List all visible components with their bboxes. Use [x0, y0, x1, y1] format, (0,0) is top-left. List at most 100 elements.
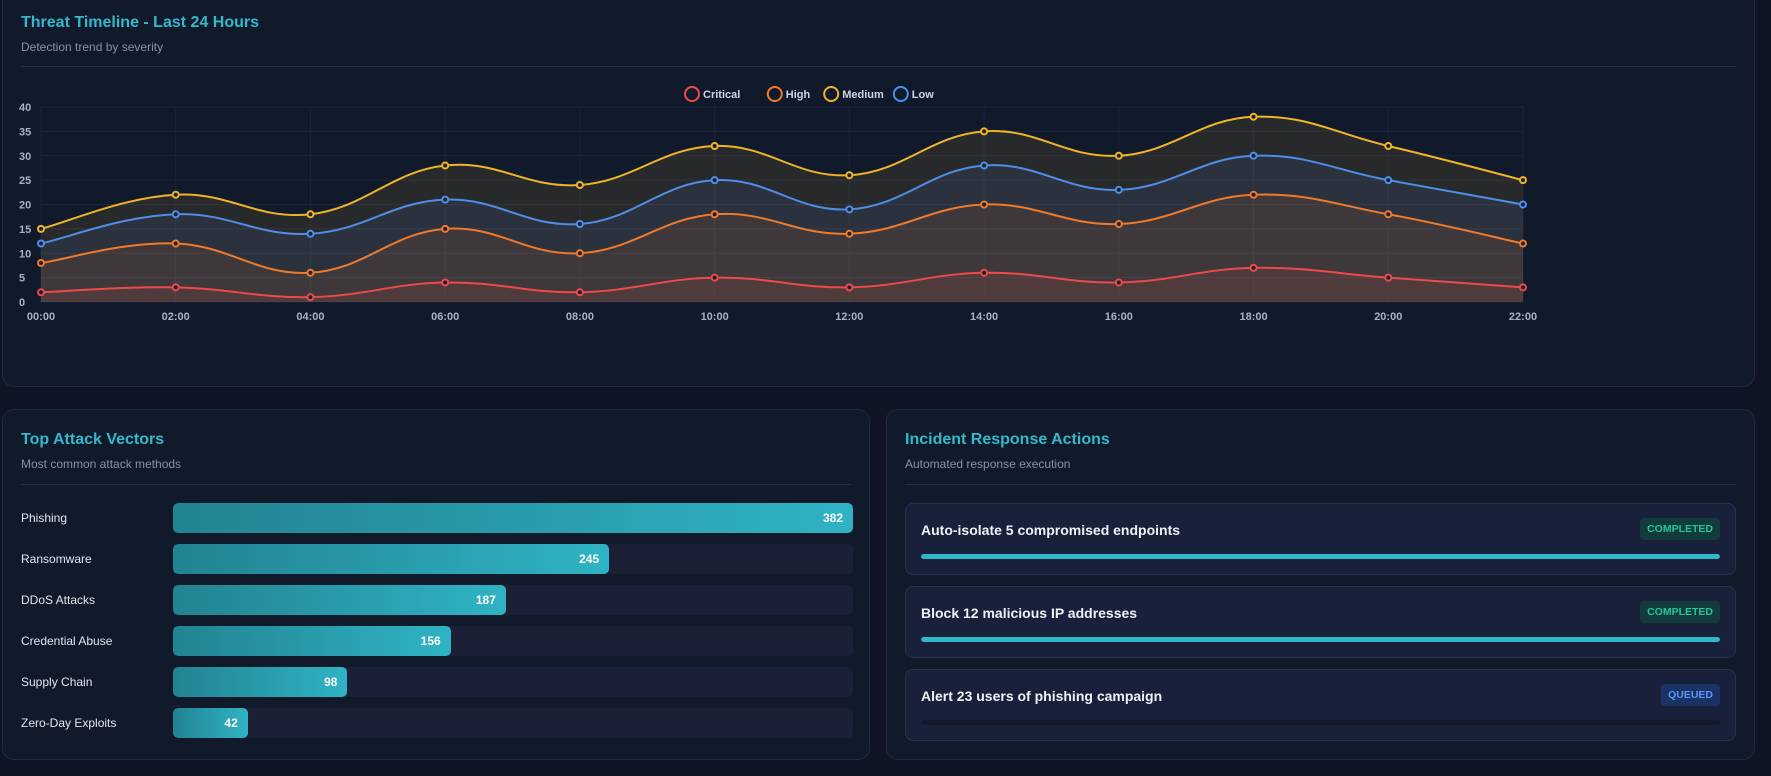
data-point-low	[1251, 153, 1257, 159]
legend-marker-low	[894, 87, 908, 101]
legend-marker-high	[768, 87, 782, 101]
vector-bar: 156	[173, 626, 451, 656]
y-tick-label: 10	[19, 248, 31, 260]
action-progress-track	[921, 637, 1720, 642]
action-progress-track	[921, 554, 1720, 559]
vector-row-zero-day[interactable]: Zero-Day Exploits 42	[21, 708, 853, 738]
data-point-high	[712, 211, 718, 217]
data-point-medium	[1385, 143, 1391, 149]
data-point-medium	[1116, 153, 1122, 159]
y-tick-label: 35	[19, 126, 31, 138]
data-point-high	[38, 260, 44, 266]
action-progress-track	[921, 720, 1720, 725]
x-tick-label: 00:00	[27, 311, 55, 323]
data-point-low	[38, 241, 44, 247]
y-tick-label: 5	[19, 273, 25, 285]
action-title: Auto-isolate 5 compromised endpoints	[921, 522, 1180, 538]
legend-marker-medium	[824, 87, 838, 101]
vector-row-credential-abuse[interactable]: Credential Abuse 156	[21, 626, 853, 656]
data-point-medium	[1520, 177, 1526, 183]
vector-row-ransomware[interactable]: Ransomware 245	[21, 544, 853, 574]
data-point-critical	[846, 284, 852, 290]
attack-vectors-panel: Top Attack Vectors Most common attack me…	[2, 409, 870, 760]
data-point-low	[846, 206, 852, 212]
status-badge: QUEUED	[1661, 684, 1720, 706]
panel-subtitle: Automated response execution	[905, 457, 1070, 471]
vector-label: Credential Abuse	[21, 634, 112, 648]
data-point-critical	[442, 280, 448, 286]
action-progress-bar	[921, 554, 1720, 559]
vector-bar-track: 187	[173, 585, 853, 615]
legend-marker-critical	[685, 87, 699, 101]
data-point-critical	[577, 289, 583, 295]
data-point-medium	[712, 143, 718, 149]
vector-label: Zero-Day Exploits	[21, 716, 116, 730]
data-point-critical	[173, 284, 179, 290]
action-card[interactable]: Block 12 malicious IP addresses COMPLETE…	[905, 586, 1736, 658]
y-tick-label: 30	[19, 151, 31, 163]
legend-label-medium: Medium	[842, 89, 884, 101]
vector-row-ddos[interactable]: DDoS Attacks 187	[21, 585, 853, 615]
divider	[905, 484, 1736, 485]
vector-bar-track: 382	[173, 503, 853, 533]
panel-title: Incident Response Actions	[905, 431, 1110, 449]
data-point-critical	[38, 289, 44, 295]
data-point-medium	[577, 182, 583, 188]
vector-value: 156	[421, 634, 441, 648]
data-point-critical	[1251, 265, 1257, 271]
legend-label-high: High	[786, 89, 811, 101]
data-point-high	[1385, 211, 1391, 217]
vector-label: Phishing	[21, 511, 67, 525]
vector-label: DDoS Attacks	[21, 593, 95, 607]
action-progress-bar	[921, 637, 1720, 642]
data-point-low	[173, 211, 179, 217]
x-tick-label: 06:00	[431, 311, 459, 323]
vector-bar-track: 42	[173, 708, 853, 738]
y-tick-label: 25	[19, 175, 31, 187]
y-tick-label: 40	[19, 102, 31, 114]
vector-bar-track: 156	[173, 626, 853, 656]
x-tick-label: 10:00	[701, 311, 729, 323]
x-tick-label: 14:00	[970, 311, 998, 323]
panel-subtitle: Most common attack methods	[21, 457, 181, 471]
x-tick-label: 18:00	[1239, 311, 1267, 323]
data-point-medium	[173, 192, 179, 198]
data-point-high	[307, 270, 313, 276]
x-tick-label: 12:00	[835, 311, 863, 323]
data-point-low	[307, 231, 313, 237]
vector-bar: 382	[173, 503, 853, 533]
data-point-critical	[981, 270, 987, 276]
vector-value: 382	[823, 511, 843, 525]
vector-value: 245	[579, 552, 599, 566]
vector-row-supply-chain[interactable]: Supply Chain 98	[21, 667, 853, 697]
data-point-low	[1520, 202, 1526, 208]
data-point-critical	[712, 275, 718, 281]
vector-value: 42	[224, 716, 237, 730]
data-point-low	[712, 177, 718, 183]
x-tick-label: 16:00	[1105, 311, 1133, 323]
vector-bar: 98	[173, 667, 347, 697]
action-title: Alert 23 users of phishing campaign	[921, 688, 1162, 704]
data-point-high	[1520, 241, 1526, 247]
action-card[interactable]: Alert 23 users of phishing campaign QUEU…	[905, 669, 1736, 741]
action-card[interactable]: Auto-isolate 5 compromised endpoints COM…	[905, 503, 1736, 575]
x-tick-label: 04:00	[296, 311, 324, 323]
data-point-medium	[38, 226, 44, 232]
data-point-medium	[981, 128, 987, 134]
data-point-high	[442, 226, 448, 232]
vector-bar: 245	[173, 544, 609, 574]
action-title: Block 12 malicious IP addresses	[921, 605, 1137, 621]
vector-row-phishing[interactable]: Phishing 382	[21, 503, 853, 533]
vector-value: 98	[324, 675, 337, 689]
threat-timeline-panel: Threat Timeline - Last 24 Hours Detectio…	[2, 0, 1755, 387]
panel-title: Top Attack Vectors	[21, 431, 164, 449]
data-point-high	[981, 202, 987, 208]
x-tick-label: 02:00	[162, 311, 190, 323]
vector-label: Ransomware	[21, 552, 92, 566]
x-tick-label: 22:00	[1509, 311, 1537, 323]
data-point-critical	[1116, 280, 1122, 286]
data-point-critical	[307, 294, 313, 300]
legend-label-critical: Critical	[703, 89, 740, 101]
vector-bar-track: 98	[173, 667, 853, 697]
data-point-low	[577, 221, 583, 227]
